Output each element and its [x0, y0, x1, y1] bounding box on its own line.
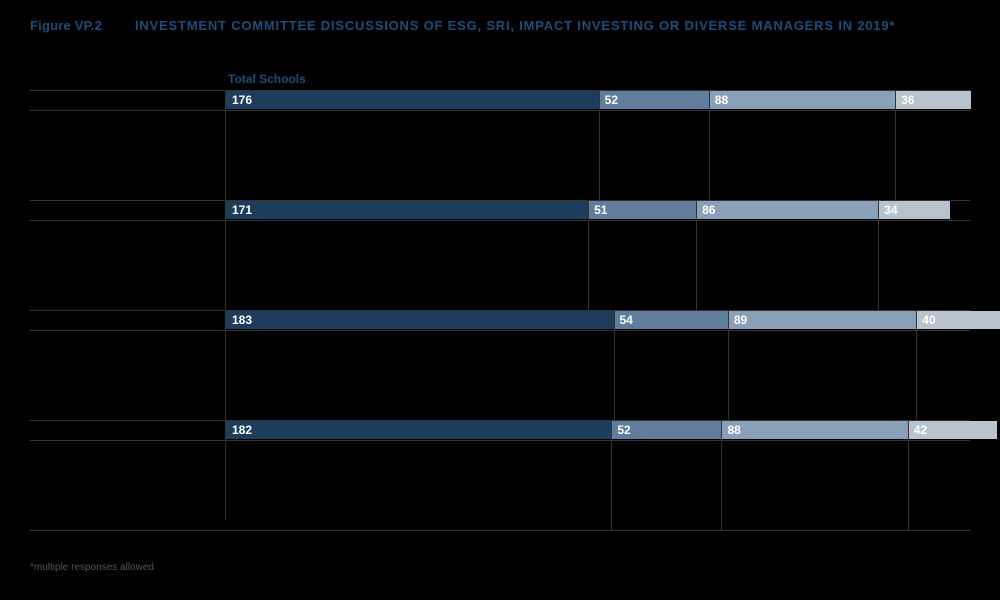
bar-segment-value: 171 [232, 203, 252, 217]
bar-segment: 51 [588, 201, 696, 219]
bar-segment: 183 [226, 311, 614, 329]
bar-segment: 176 [226, 91, 599, 109]
bar-segment: 86 [696, 201, 878, 219]
bar-segment-value: 42 [914, 423, 927, 437]
bar-segment-value: 88 [715, 93, 728, 107]
row-divider [30, 110, 970, 111]
bar-segment: 171 [226, 201, 588, 219]
bar-segment-value: 182 [232, 423, 252, 437]
chart-row-1: 171 51 86 34 [30, 200, 970, 310]
segment-divider [908, 420, 909, 530]
bar-segment: 52 [611, 421, 721, 439]
chart-row-2: 183 54 89 40 [30, 310, 970, 420]
bar-segment-value: 34 [884, 203, 897, 217]
chart-area: 176 52 88 36 171 51 86 34 183 54 89 40 182 52 88 42 [30, 90, 970, 520]
bar-segment: 36 [895, 91, 971, 109]
figure-label: Figure VP.2 [30, 18, 102, 33]
segment-divider [696, 200, 697, 310]
segment-divider [721, 420, 722, 530]
bar-segment: 42 [908, 421, 997, 439]
bar-segment: 40 [916, 311, 1000, 329]
bar-segment: 52 [599, 91, 709, 109]
segment-divider [878, 200, 879, 310]
bar-segment: 34 [878, 201, 950, 219]
bar-segment-value: 52 [617, 423, 630, 437]
segment-divider [614, 310, 615, 420]
bar-segment: 182 [226, 421, 611, 439]
segment-divider [728, 310, 729, 420]
bar-segment-value: 88 [727, 423, 740, 437]
segment-divider [599, 90, 600, 200]
bar-segment-value: 183 [232, 313, 252, 327]
segment-divider [916, 310, 917, 420]
segment-divider [895, 90, 896, 200]
row-divider [30, 530, 970, 531]
chart-row-3: 182 52 88 42 [30, 420, 970, 530]
chart-row-0: 176 52 88 36 [30, 90, 970, 200]
row-divider [30, 330, 970, 331]
segment-divider [588, 200, 589, 310]
bar-segment: 89 [728, 311, 916, 329]
bar-segment-value: 89 [734, 313, 747, 327]
bar-segment-value: 36 [901, 93, 914, 107]
bar-segment-value: 52 [605, 93, 618, 107]
bar-segment: 54 [614, 311, 728, 329]
bar-segment-value: 40 [922, 313, 935, 327]
column-header-total-schools: Total Schools [228, 72, 306, 86]
footnote: *multiple responses allowed [30, 562, 154, 573]
bar-segment-value: 51 [594, 203, 607, 217]
row-divider [30, 440, 970, 441]
row-divider [30, 220, 970, 221]
segment-divider [611, 420, 612, 530]
bar-segment-value: 54 [620, 313, 633, 327]
bar-segment: 88 [721, 421, 907, 439]
bar-segment-value: 86 [702, 203, 715, 217]
bar-segment-value: 176 [232, 93, 252, 107]
segment-divider [709, 90, 710, 200]
bar-segment: 88 [709, 91, 895, 109]
figure-title: INVESTMENT COMMITTEE DISCUSSIONS OF ESG,… [135, 18, 895, 33]
